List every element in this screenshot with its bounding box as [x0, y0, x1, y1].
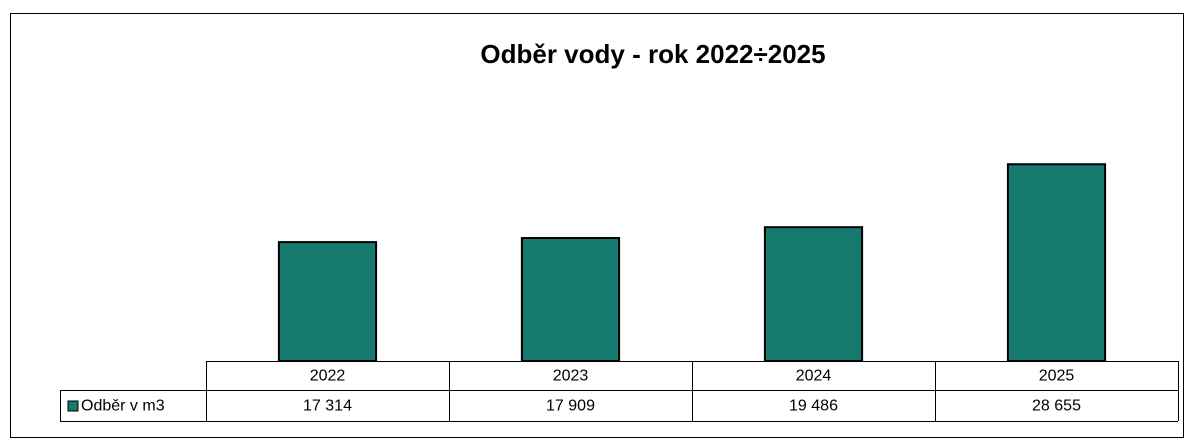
data-label: 17 909 — [546, 398, 595, 415]
bar — [277, 241, 378, 362]
legend-key — [67, 400, 79, 412]
data-label: 17 314 — [303, 398, 352, 415]
x-tick-label: 2024 — [796, 368, 832, 385]
chart-title: Odběr vody - rok 2022÷2025 — [480, 39, 825, 69]
bar — [520, 237, 621, 363]
x-tick-label: 2023 — [553, 368, 589, 385]
bar — [1006, 163, 1107, 362]
legend-label: Odběr v m3 — [81, 398, 165, 415]
x-tick-label: 2022 — [310, 368, 346, 385]
bar — [763, 226, 864, 362]
x-tick-label: 2025 — [1039, 368, 1075, 385]
data-label: 19 486 — [789, 398, 838, 415]
data-label: 28 655 — [1032, 398, 1081, 415]
